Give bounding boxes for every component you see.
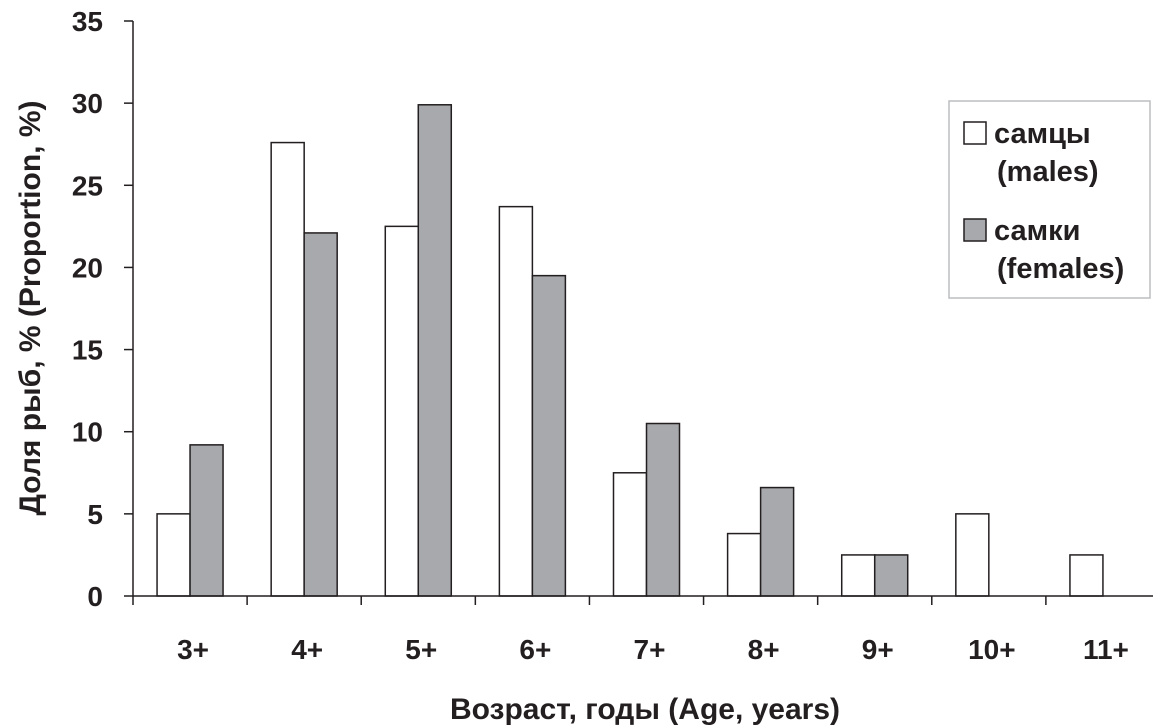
x-tick-label: 11+: [1083, 634, 1129, 665]
legend-label-females-en: (females): [997, 253, 1124, 285]
bar-females-4+: [303, 232, 338, 597]
legend: самцы (males) самки (females): [948, 100, 1151, 299]
bar-females-9+: [873, 554, 909, 597]
y-axis-title: Доля рыб, % (Proportion, %): [14, 100, 47, 515]
bars: [156, 104, 1104, 597]
x-tick-label: 6+: [519, 634, 551, 665]
bar-males-7+: [612, 472, 648, 597]
y-tick-label: 5: [87, 499, 103, 530]
bar-males-11+: [1069, 554, 1104, 597]
y-tick-label: 20: [72, 252, 103, 283]
x-tick-label: 4+: [291, 634, 323, 665]
bar-males-6+: [498, 205, 534, 597]
x-tick-label: 5+: [405, 634, 437, 665]
bar-females-3+: [189, 444, 224, 597]
y-tick-label: 35: [72, 6, 103, 37]
bar-females-8+: [759, 486, 795, 597]
bar-males-9+: [840, 554, 876, 597]
bar-females-5+: [417, 104, 453, 597]
x-tick-label: 10+: [968, 634, 1016, 665]
x-axis-ticks: 3+ 4+ 5+ 6+ 7+ 8+ 9+ 10+ 11+: [132, 596, 1129, 665]
bar-males-8+: [726, 532, 762, 597]
x-tick-label: 8+: [748, 634, 780, 665]
x-tick-label: 3+: [177, 634, 209, 665]
bar-males-10+: [955, 513, 990, 597]
bar-females-7+: [645, 422, 681, 597]
bar-males-5+: [384, 225, 420, 597]
y-tick-label: 15: [72, 335, 103, 366]
x-tick-label: 9+: [862, 634, 894, 665]
bar-females-6+: [531, 274, 567, 597]
legend-label-females: самки: [994, 215, 1080, 247]
y-tick-label: 10: [72, 417, 103, 448]
legend-swatch-males: [963, 121, 987, 145]
y-tick-label: 25: [72, 170, 103, 201]
legend-label-males-en: (males): [997, 156, 1099, 188]
legend-swatch-females: [963, 218, 987, 242]
x-tick-label: 7+: [634, 634, 666, 665]
bar-males-4+: [270, 141, 305, 597]
y-tick-label: 30: [72, 88, 103, 119]
bar-males-3+: [156, 513, 191, 597]
x-axis-title: Возраст, годы (Age, years): [450, 693, 840, 726]
legend-label-males: самцы: [994, 118, 1091, 150]
y-axis-ticks: 0 5 10 15 20 25 30 35: [72, 6, 133, 612]
y-tick-label: 0: [87, 581, 103, 612]
